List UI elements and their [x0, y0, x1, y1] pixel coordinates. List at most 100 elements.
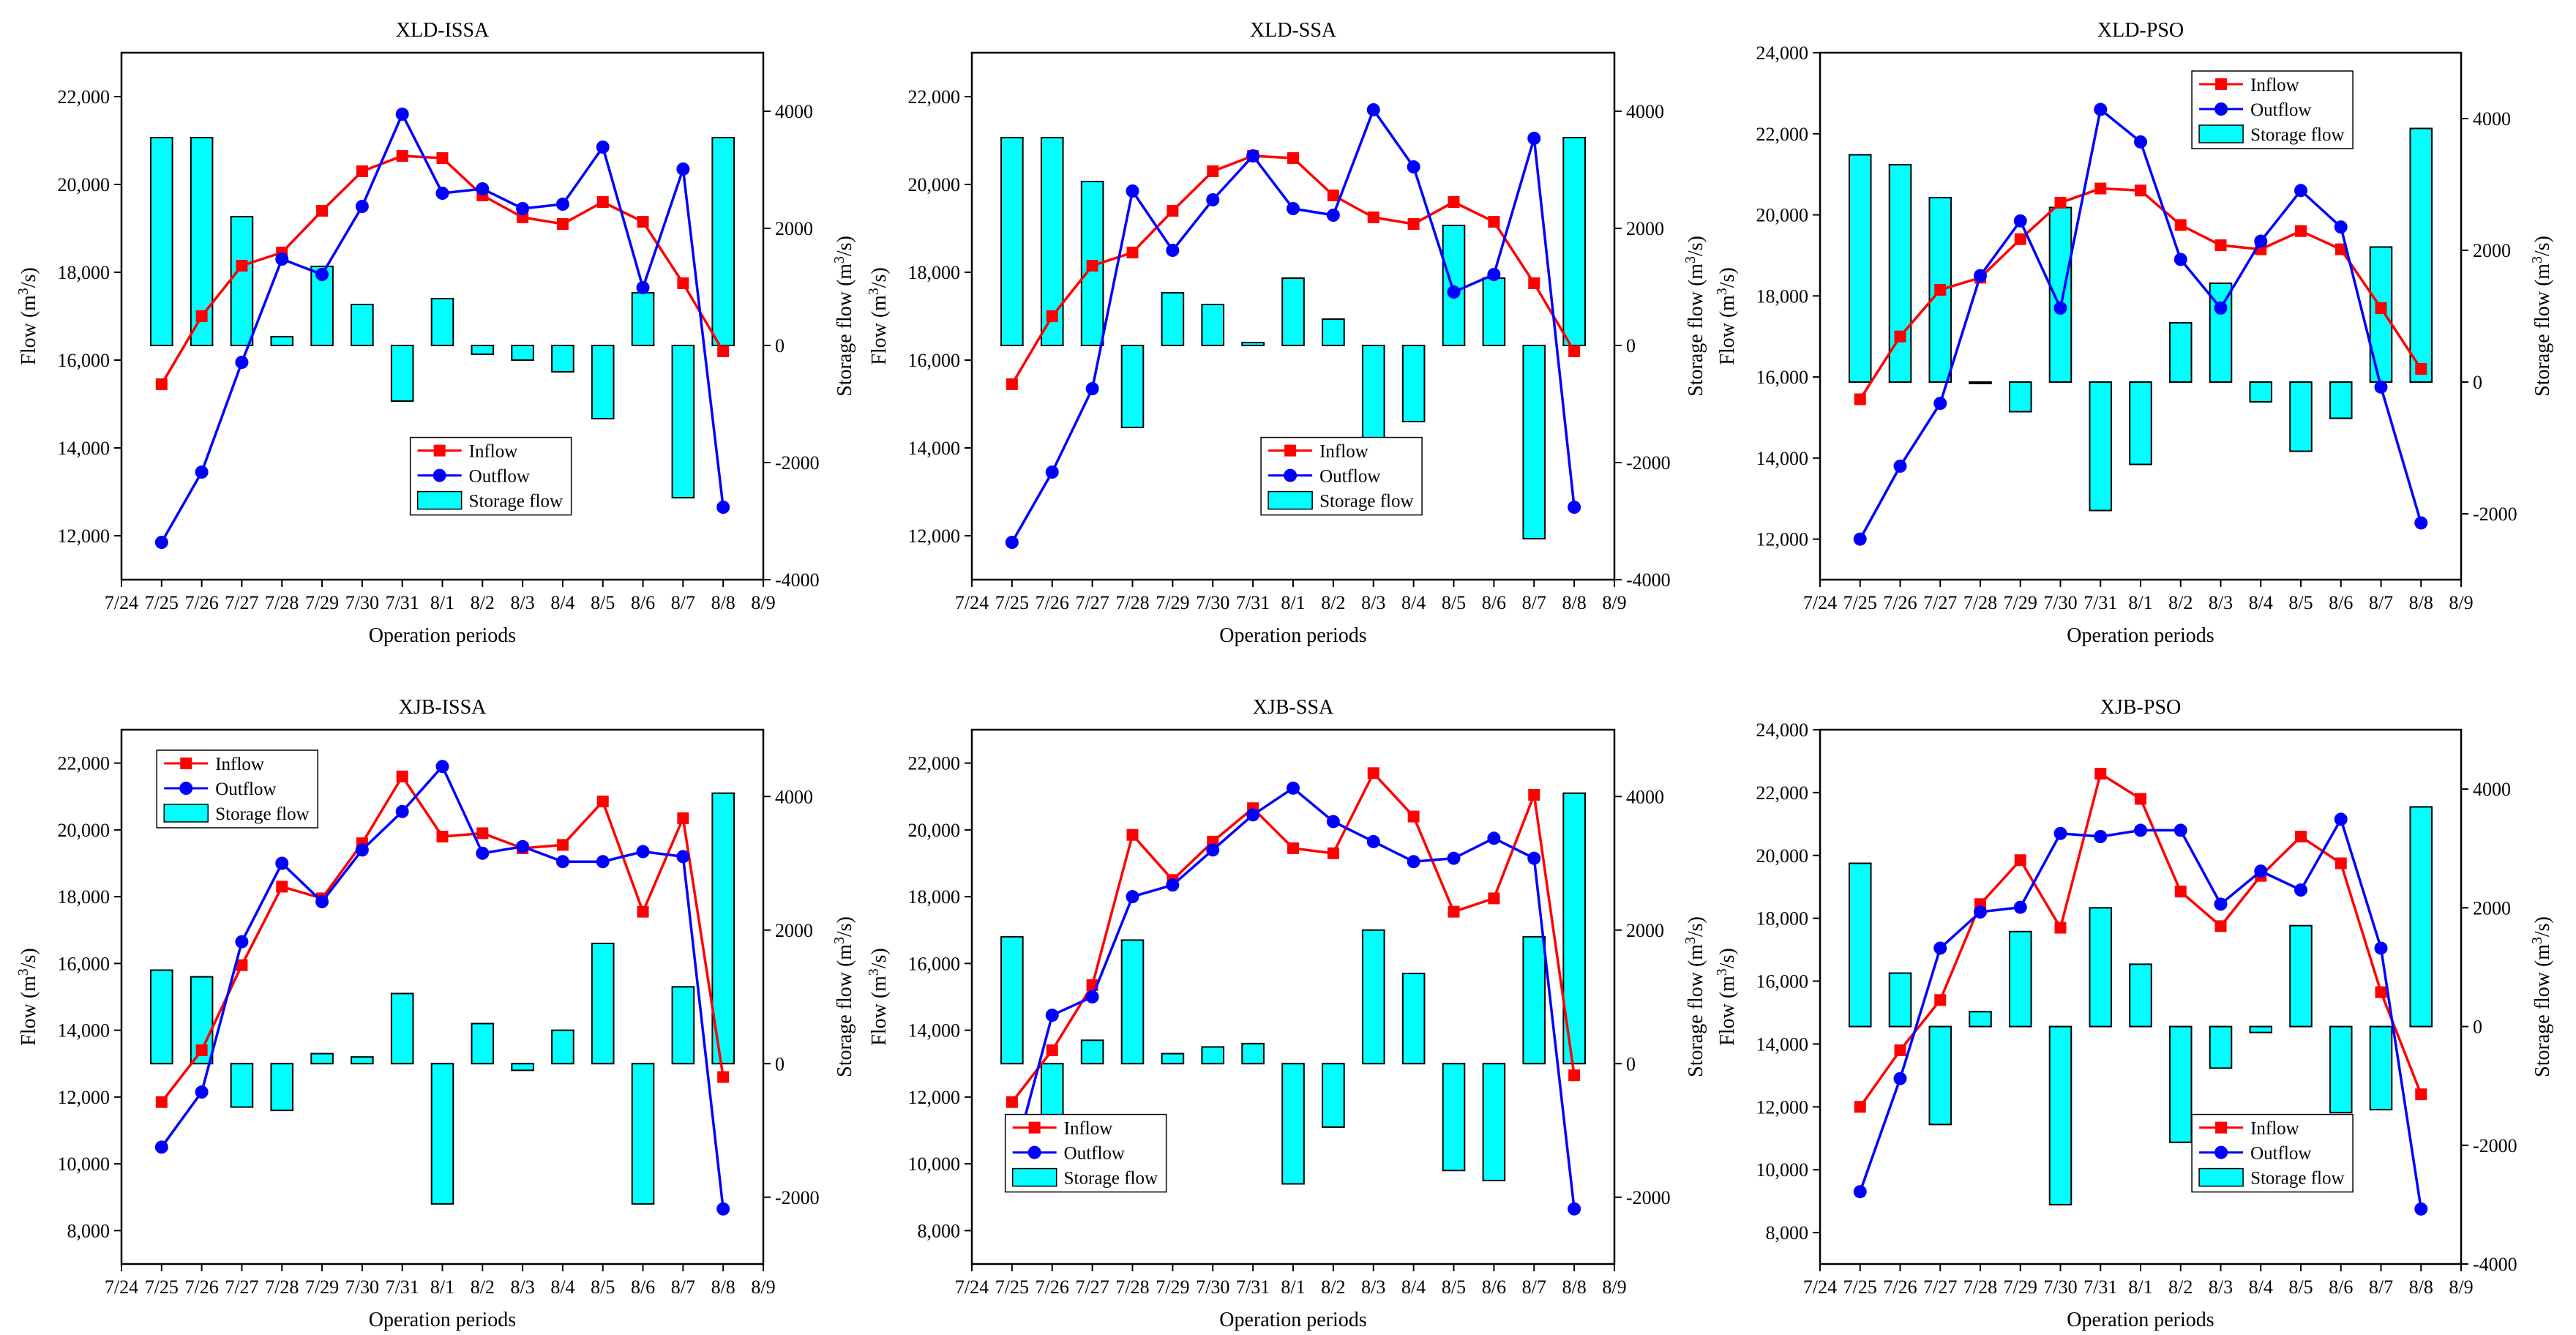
y2-axis-title-unit-sup: 3	[832, 256, 847, 263]
storage-bar	[270, 1063, 294, 1112]
y-tick-label: 16,000	[1756, 971, 1809, 992]
legend-outflow-label: Outflow	[2250, 1144, 2311, 1164]
outflow-point	[476, 182, 490, 195]
chart-panel-1: XLD-ISSA 7/24 7/25 7/26 7/27 7/28 7/29 7/30 7/31…	[16, 19, 856, 647]
x-tick-label: 7/29	[1156, 1276, 1189, 1298]
outflow-point	[2294, 184, 2307, 198]
storage-bar	[2249, 1025, 2273, 1033]
y2-tick-label: 0	[2473, 1017, 2482, 1038]
legend-inflow-marker	[2215, 78, 2228, 90]
outflow-point	[2294, 883, 2307, 897]
x-tick-label: 7/24	[1803, 592, 1837, 613]
inflow-point	[436, 152, 449, 164]
storage-bar	[1201, 1046, 1225, 1065]
outflow-point	[355, 200, 369, 213]
y-tick-label: 10,000	[58, 1153, 111, 1175]
y-tick-label: 12,000	[1756, 529, 1809, 550]
inflow-point	[2334, 857, 2347, 870]
storage-bar	[2168, 322, 2193, 383]
inflow-point	[2295, 225, 2307, 237]
y2-axis-title-unit: (m	[1685, 263, 1707, 286]
outflow-point	[1085, 990, 1099, 1003]
y-axis-title-unit-tail: /s)	[1716, 948, 1739, 968]
x-tick-label: 8/4	[550, 592, 574, 613]
inflow-point	[1006, 378, 1018, 390]
x-tick-label: 7/25	[995, 592, 1029, 613]
outflow-point	[395, 108, 409, 121]
y-axis-title-text: Flow	[18, 318, 40, 365]
y2-tick-label: 0	[1626, 1053, 1636, 1074]
chart-panel-5: XJB-SSA 7/24 7/25 7/26 7/27 7/28 7/29 7/30 7/31 8…	[866, 696, 1707, 1331]
y2-tick-label: -4000	[2473, 1254, 2517, 1275]
x-tick-label: 8/6	[631, 592, 655, 613]
y2-axis-title-text: Storage flow	[2531, 286, 2554, 397]
y-axis-title-text: Flow	[1716, 998, 1739, 1046]
y-tick-label: 18,000	[58, 262, 111, 283]
x-tick-label: 8/1	[430, 1276, 454, 1298]
x-tick-label: 7/24	[105, 592, 138, 613]
y-axis-title-unit: (m	[18, 295, 40, 318]
x-tick-label: 8/2	[1321, 592, 1345, 613]
y-axis-title-unit-sup: 3	[1715, 968, 1730, 976]
inflow-point	[1568, 345, 1581, 357]
y2-tick-label: -2000	[775, 1187, 820, 1208]
legend-storage-swatch	[1011, 1167, 1057, 1187]
legend-outflow-label: Outflow	[2250, 100, 2311, 120]
inflow-point	[1488, 216, 1500, 228]
storage-bar	[1241, 1042, 1265, 1065]
inflow-point	[2214, 239, 2227, 252]
legend-storage-label: Storage flow	[215, 804, 309, 824]
storage-bar	[1482, 1063, 1506, 1181]
storage-bar	[1888, 972, 1912, 1028]
x-tick-label: 7/31	[386, 592, 419, 613]
storage-bar	[1562, 137, 1586, 346]
outflow-point	[2374, 941, 2388, 955]
inflow-point	[2174, 886, 2187, 898]
y2-tick-label: 0	[2473, 372, 2482, 393]
inflow-point	[556, 218, 569, 230]
outflow-point	[1527, 851, 1541, 865]
storage-bar	[1120, 345, 1145, 428]
y-tick-label: 10,000	[908, 1153, 961, 1175]
legend: Inflow Outflow Storage flow	[409, 436, 572, 516]
inflow-point	[1528, 788, 1540, 801]
storage-bar	[1080, 1039, 1104, 1065]
storage-bar	[1848, 154, 1872, 383]
outflow-point	[1568, 1202, 1581, 1216]
inflow-point	[2054, 921, 2067, 934]
x-tick-label: 7/25	[145, 592, 179, 613]
x-tick-label: 7/27	[1076, 592, 1109, 613]
outflow-point	[1974, 269, 1987, 283]
x-tick-label: 7/30	[1196, 592, 1229, 613]
outflow-point	[435, 760, 449, 774]
y2-axis-title-unit-tail: /s)	[2531, 916, 2554, 937]
y-axis-title-unit-tail: /s)	[1716, 267, 1739, 288]
chart-title: XLD-PSO	[2097, 19, 2184, 42]
y2-axis-title-unit-tail: /s)	[2531, 236, 2554, 256]
y-tick-label: 12,000	[1756, 1096, 1809, 1118]
outflow-point	[2013, 214, 2027, 228]
storage-bar	[511, 1063, 534, 1072]
legend: Inflow Outflow Storage flow	[2191, 1113, 2354, 1193]
y2-tick-label: 4000	[775, 786, 813, 807]
outflow-point	[275, 253, 289, 266]
x-tick-label: 8/5	[2288, 1276, 2313, 1298]
y-tick-label: 16,000	[1756, 367, 1809, 388]
storage-bar	[2089, 381, 2113, 512]
inflow-point	[2054, 196, 2067, 209]
outflow-point	[2053, 826, 2067, 840]
outflow-point	[1246, 808, 1260, 822]
x-tick-label: 7/25	[1843, 592, 1877, 613]
y-axis-title: Flow (m3/s)	[1715, 948, 1739, 1045]
y2-axis-title-unit-sup: 3	[1683, 256, 1699, 263]
y-tick-label: 8,000	[1766, 1222, 1809, 1244]
x-tick-label: 8/8	[2409, 1276, 2433, 1298]
y2-tick-label: -2000	[775, 452, 820, 474]
y2-axis-title-unit: (m	[1685, 944, 1707, 967]
y-tick-label: 22,000	[58, 86, 111, 108]
chart-title: XJB-PSO	[2100, 696, 2181, 719]
x-tick-label: 8/3	[511, 592, 535, 613]
inflow-point	[2295, 831, 2307, 842]
y-axis-title-unit-sup: 3	[866, 288, 882, 295]
storage-bar	[631, 1063, 655, 1205]
